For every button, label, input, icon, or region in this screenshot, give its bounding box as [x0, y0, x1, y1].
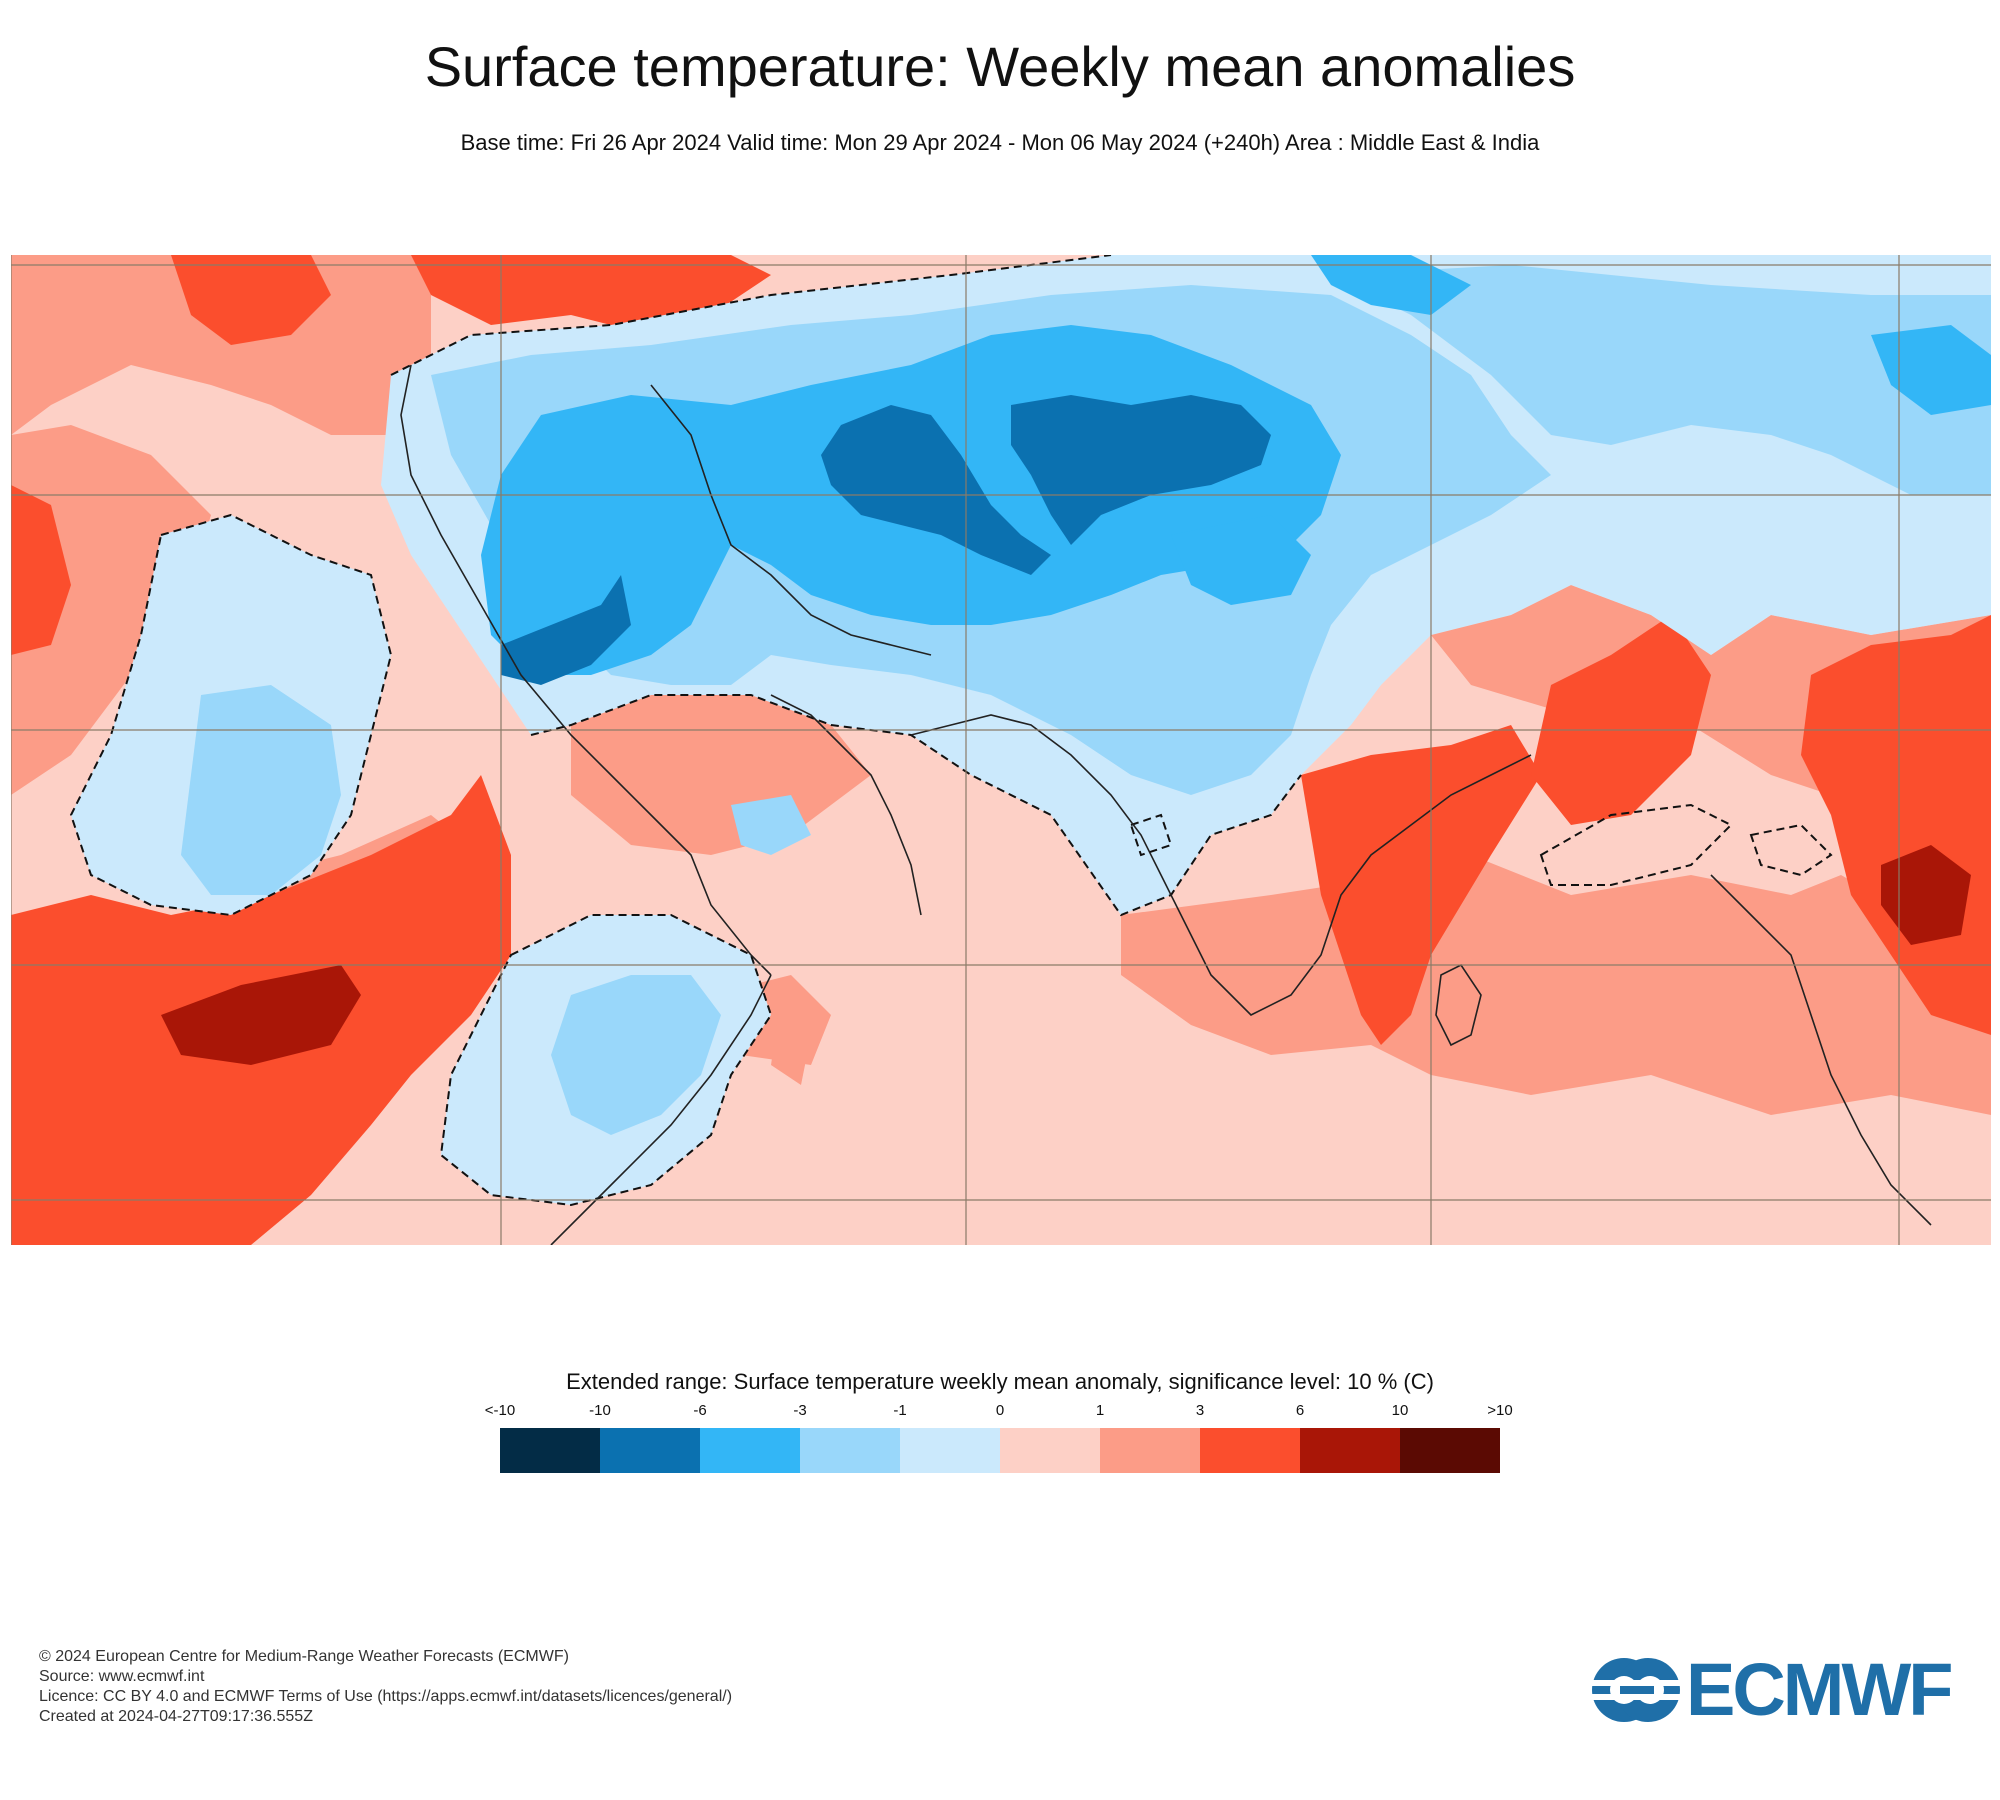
footer-created: Created at 2024-04-27T09:17:36.555Z: [39, 1708, 313, 1725]
footer: © 2024 European Centre for Medium-Range …: [39, 1647, 732, 1727]
significance-contours: [69, 255, 1833, 1207]
legend-swatch: [1400, 1428, 1500, 1473]
legend-swatch: [900, 1428, 1000, 1473]
legend-swatch: [1300, 1428, 1400, 1473]
legend-tick-label: 6: [1295, 1402, 1305, 1419]
legend-swatch: [500, 1428, 600, 1473]
chart-subtitle: Base time: Fri 26 Apr 2024 Valid time: M…: [460, 130, 1540, 155]
legend-tick-label: -3: [793, 1402, 807, 1419]
legend-colorbar: [500, 1428, 1500, 1473]
legend-tick-label: >10: [1487, 1402, 1513, 1419]
legend-title: Extended range: Surface temperature week…: [566, 1369, 1434, 1394]
anomaly-map: [11, 255, 1991, 1245]
chart-title: Surface temperature: Weekly mean anomali…: [424, 35, 1576, 98]
legend-swatch: [1100, 1428, 1200, 1473]
ecmwf-logo-text: ECMWF: [1686, 1648, 1953, 1731]
anomaly-6-10-regions: [161, 845, 1971, 1065]
footer-source: Source: www.ecmwf.int: [39, 1668, 205, 1685]
legend-tick-label: 10: [1391, 1402, 1409, 1419]
legend-swatch: [800, 1428, 900, 1473]
legend-tick-label: -6: [693, 1402, 707, 1419]
legend-swatch: [600, 1428, 700, 1473]
legend-tick-label: 1: [1095, 1402, 1105, 1419]
ecmwf-logo: ECMWF: [1590, 1648, 1970, 1731]
graticule: [11, 255, 1991, 1245]
ecmwf-logo-icon: [1590, 1658, 1682, 1722]
footer-licence: Licence: CC BY 4.0 and ECMWF Terms of Us…: [39, 1688, 733, 1705]
legend-tick-label: 3: [1195, 1402, 1205, 1419]
legend-swatch: [1200, 1428, 1300, 1473]
legend-tick-label: 0: [995, 1402, 1005, 1419]
legend-tick-label: <-10: [484, 1402, 516, 1419]
legend-swatch: [1000, 1428, 1100, 1473]
legend-tick-label: -10: [589, 1402, 611, 1419]
footer-copyright: © 2024 European Centre for Medium-Range …: [39, 1648, 569, 1665]
anomaly-neg10-neg6-regions: [501, 395, 1271, 685]
legend-tick-label: -1: [893, 1402, 907, 1419]
legend-swatch: [700, 1428, 800, 1473]
